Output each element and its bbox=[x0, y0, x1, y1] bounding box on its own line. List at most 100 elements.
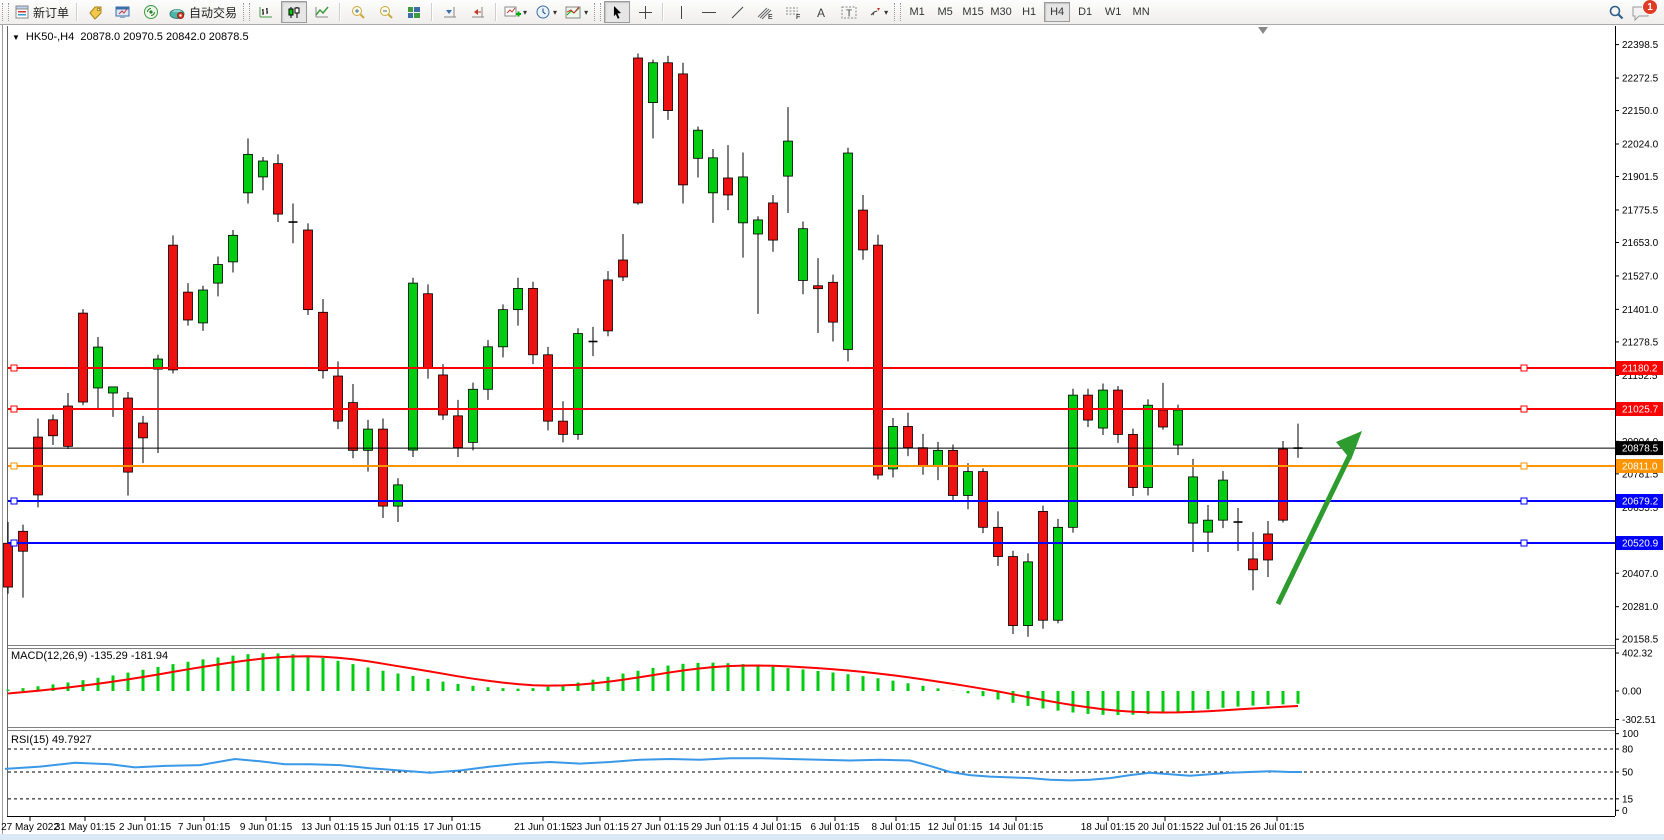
timeframe-H4[interactable]: H4 bbox=[1044, 2, 1071, 22]
candle-body bbox=[513, 288, 523, 311]
candle-body bbox=[1203, 519, 1213, 533]
chart-title-dropdown-icon[interactable]: ▼ bbox=[12, 33, 20, 42]
candle bbox=[1023, 553, 1033, 637]
toolbar-drag-handle[interactable] bbox=[243, 3, 251, 21]
toolbar-drag-handle[interactable] bbox=[594, 3, 602, 21]
price-tick-label: 21901.5 bbox=[1622, 172, 1659, 183]
search-button[interactable] bbox=[1603, 1, 1629, 23]
tile-windows-button[interactable] bbox=[401, 1, 427, 23]
timeframe-M5[interactable]: M5 bbox=[937, 6, 953, 18]
macd-values: -135.29 -181.94 bbox=[90, 650, 169, 662]
candle-body bbox=[1128, 434, 1138, 488]
crosshair-tool-button[interactable] bbox=[632, 1, 658, 23]
new-order-button[interactable]: 新订单 bbox=[12, 1, 72, 23]
price-tick-label: 22398.5 bbox=[1622, 40, 1659, 51]
candle-body bbox=[333, 375, 343, 422]
candlestick-chart-button[interactable] bbox=[281, 1, 308, 23]
candle bbox=[18, 524, 28, 598]
line-handle[interactable] bbox=[1520, 497, 1528, 505]
price-tick-label: 22150.0 bbox=[1622, 106, 1659, 117]
trendline-tool-button[interactable] bbox=[724, 1, 750, 23]
candle-body bbox=[408, 282, 418, 451]
timeframe-H1[interactable]: H1 bbox=[1022, 6, 1037, 18]
text-label-tool-button[interactable]: T bbox=[836, 1, 862, 23]
fibonacci-tool-button[interactable]: F bbox=[780, 1, 806, 23]
auto-scroll-button[interactable] bbox=[437, 1, 463, 23]
arrows-tool-button[interactable]: ▾ bbox=[864, 1, 891, 23]
price-label-text: 21180.2 bbox=[1622, 364, 1658, 375]
candle-body bbox=[498, 309, 508, 348]
rsi-name: RSI(15) bbox=[11, 734, 49, 746]
candle bbox=[468, 382, 478, 451]
trend-arrow-line[interactable] bbox=[1275, 453, 1353, 606]
price-tick-label: 20407.0 bbox=[1622, 569, 1659, 580]
trend-arrow-head[interactable] bbox=[1336, 431, 1362, 460]
channel-tool-button[interactable]: E bbox=[752, 1, 778, 23]
chart-shift-marker[interactable] bbox=[1258, 27, 1268, 34]
notifications-button[interactable]: 1 bbox=[1630, 0, 1658, 23]
line-handle[interactable] bbox=[10, 539, 18, 547]
toolbar-separator bbox=[76, 3, 79, 21]
line-handle[interactable] bbox=[10, 405, 18, 413]
text-tool-button[interactable]: A bbox=[808, 1, 834, 23]
bar-chart-button[interactable] bbox=[253, 1, 279, 23]
candle-body bbox=[1188, 476, 1198, 524]
timeframe-group: M1 M5 M15 M30 H1 H4 D1 W1 MN bbox=[903, 2, 1155, 22]
timeframe-M15[interactable]: M15 bbox=[962, 6, 984, 18]
candle-body bbox=[363, 428, 373, 451]
timeframe-M30[interactable]: M30 bbox=[990, 6, 1012, 18]
zoom-in-button[interactable] bbox=[345, 1, 371, 23]
line-chart-button[interactable] bbox=[309, 1, 335, 23]
candle bbox=[783, 107, 793, 214]
line-handle[interactable] bbox=[10, 497, 18, 505]
candle-body bbox=[573, 333, 583, 435]
cursor-tool-button[interactable] bbox=[604, 1, 631, 23]
candle bbox=[378, 418, 388, 519]
vertical-line-tool-button[interactable] bbox=[668, 1, 694, 23]
candle-body bbox=[948, 449, 958, 496]
candle-body bbox=[1083, 394, 1093, 421]
timeframe-D1[interactable]: D1 bbox=[1078, 6, 1093, 18]
price-label-text: 20520.9 bbox=[1622, 539, 1659, 550]
periods-button[interactable]: ▾ bbox=[532, 1, 560, 23]
toolbar-drag-handle[interactable] bbox=[2, 3, 9, 21]
timeframe-W1[interactable]: W1 bbox=[1104, 6, 1122, 18]
candle bbox=[498, 304, 508, 358]
svg-text:E: E bbox=[768, 14, 773, 20]
signal-button[interactable] bbox=[138, 1, 164, 23]
line-handle[interactable] bbox=[1520, 462, 1528, 470]
timeframe-M1[interactable]: M1 bbox=[909, 6, 925, 18]
price-tag-button[interactable] bbox=[82, 1, 108, 23]
candle-body bbox=[423, 293, 433, 369]
templates-button[interactable]: ▾ bbox=[562, 1, 591, 23]
line-handle[interactable] bbox=[10, 364, 18, 372]
candle-body bbox=[858, 209, 868, 251]
zoom-out-button[interactable] bbox=[373, 1, 399, 23]
autotrade-button[interactable]: 自动交易 bbox=[166, 1, 240, 23]
horizontal-line-tool-button[interactable] bbox=[696, 1, 722, 23]
candle-body bbox=[618, 259, 628, 278]
candle-body bbox=[903, 426, 913, 449]
terminal-window-button[interactable] bbox=[110, 1, 136, 23]
price-tick-label: 21152.5 bbox=[1622, 371, 1658, 382]
line-handle[interactable] bbox=[1520, 405, 1528, 413]
line-handle[interactable] bbox=[1520, 539, 1528, 547]
chart-shift-button[interactable] bbox=[465, 1, 491, 23]
candle bbox=[1203, 505, 1213, 553]
timeframe-MN[interactable]: MN bbox=[1132, 6, 1150, 18]
line-handle[interactable] bbox=[1520, 364, 1528, 372]
candle-body bbox=[318, 311, 328, 372]
candle bbox=[693, 126, 703, 178]
candle-body bbox=[648, 62, 658, 103]
candle-body bbox=[183, 291, 193, 321]
candle bbox=[153, 354, 163, 454]
candle bbox=[708, 149, 718, 223]
time-tick-label: 8 Jul 01:15 bbox=[872, 822, 921, 833]
add-indicator-button[interactable]: ▾ bbox=[501, 1, 530, 23]
price-tick-label: 20281.0 bbox=[1622, 602, 1659, 613]
toolbar-drag-handle[interactable] bbox=[894, 3, 902, 21]
candle bbox=[948, 444, 958, 502]
line-handle[interactable] bbox=[10, 462, 18, 470]
candle bbox=[828, 274, 838, 342]
